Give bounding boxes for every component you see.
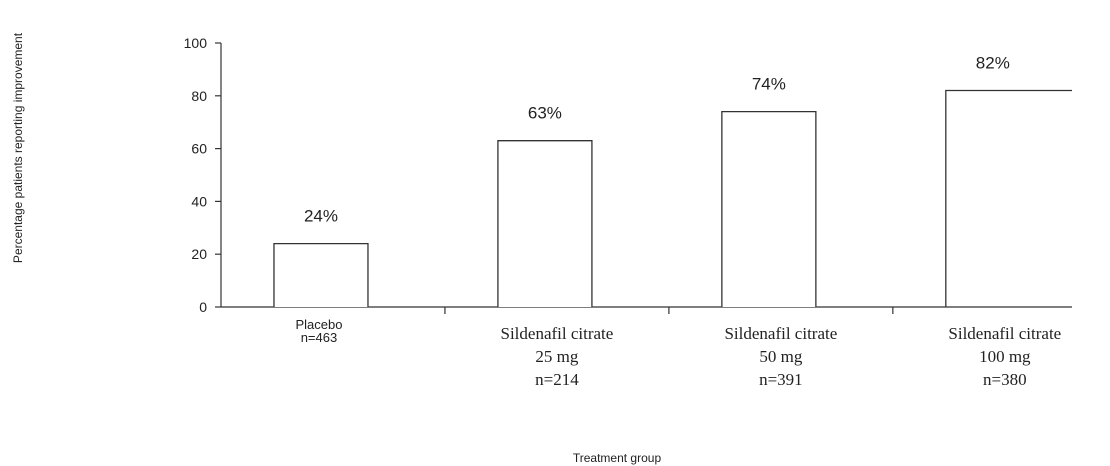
category-label: n=380 (983, 370, 1027, 389)
y-tick-label: 20 (191, 246, 207, 262)
category-label: n=391 (759, 370, 803, 389)
y-axis: 0 20 40 60 80 100 (184, 35, 222, 315)
category-label: 25 mg (535, 347, 578, 366)
bar-value-label: 74% (752, 75, 786, 94)
y-tick-label: 80 (191, 88, 207, 104)
category-label: 100 mg (979, 347, 1031, 366)
y-axis-title: Percentage patients reporting improvemen… (11, 32, 25, 263)
bar (497, 140, 593, 307)
category-label: Sildenafil citrate (724, 324, 837, 343)
x-axis (221, 306, 1072, 314)
y-tick-label: 40 (191, 193, 207, 209)
data-labels: 24% 63% 74% 82% (304, 54, 1010, 226)
bar (273, 242, 369, 307)
category-label: 50 mg (759, 347, 802, 366)
category-label: Sildenafil citrate (501, 324, 614, 343)
category-label: Placebo (295, 317, 342, 332)
category-label: n=463 (301, 330, 338, 345)
bar-value-label: 63% (528, 104, 562, 123)
bar-value-label: 24% (304, 207, 338, 226)
bars (273, 89, 1072, 307)
y-tick-label: 0 (199, 299, 207, 315)
category-label: n=214 (535, 370, 579, 389)
y-tick-label: 100 (184, 35, 208, 51)
bar-value-label: 82% (976, 54, 1010, 73)
category-label: Sildenafil citrate (948, 324, 1061, 343)
y-tick-label: 60 (191, 141, 207, 157)
bar (721, 110, 817, 307)
x-axis-title: Treatment group (573, 451, 662, 465)
bar (945, 89, 1072, 307)
